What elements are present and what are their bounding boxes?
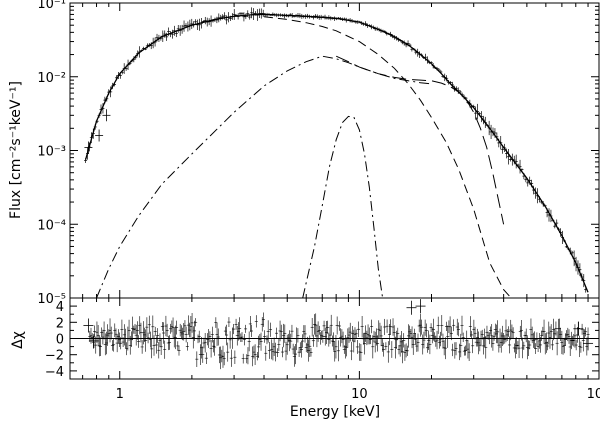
tick-labels: 10⁻⁵ 10⁻⁴ 10⁻³ 10⁻² 10⁻¹ 42 0−2−4 1 10 100 (37, 0, 600, 402)
residual-y-axis-label: Δχ (10, 331, 26, 349)
residual-y-tick-label: −4 (45, 365, 64, 380)
residual-y-tick-label: −2 (45, 349, 64, 364)
model-curve-long-dashed (335, 55, 505, 225)
residual-y-tick-label: 4 (56, 300, 64, 315)
y-tick-label: 10⁻⁵ (37, 292, 66, 307)
model-curve-dashed (263, 16, 512, 299)
y-tick-label: 10⁻³ (37, 145, 66, 160)
model-curve-dash-dot (96, 55, 432, 299)
y-tick-label: 10⁻¹ (37, 0, 66, 12)
x-tick-label: 10 (351, 387, 368, 402)
residual-y-tick-label: 0 (56, 333, 64, 348)
residual-points (83, 299, 594, 370)
axis-ticks (70, 2, 599, 379)
x-tick-label: 100 (587, 387, 600, 402)
residual-y-tick-label: 2 (56, 316, 64, 331)
y-axis-label: Flux [cm⁻²s⁻¹keV⁻¹] (8, 81, 24, 219)
x-tick-label: 1 (116, 387, 124, 402)
spectrum-data-points (84, 7, 588, 293)
y-tick-label: 10⁻² (37, 71, 66, 86)
model-curve-dash-dot-gaussian (302, 115, 384, 299)
spectrum-plot-frame (69, 2, 600, 299)
y-tick-label: 10⁻⁴ (37, 218, 66, 233)
x-axis-label: Energy [keV] (290, 404, 380, 420)
